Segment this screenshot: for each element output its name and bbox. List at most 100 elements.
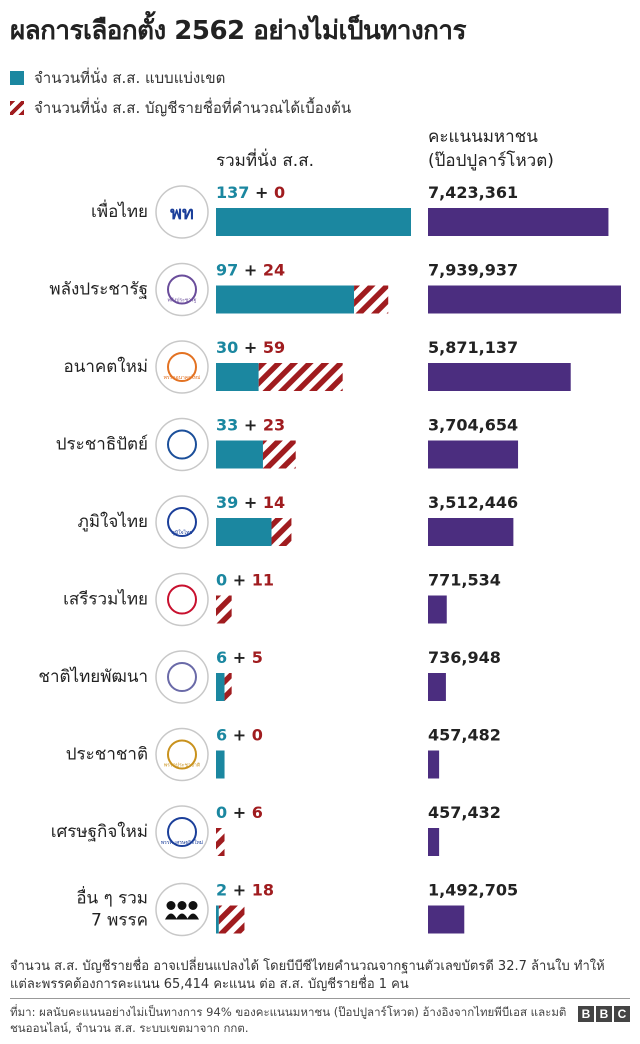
vote-bar: [428, 285, 621, 314]
seat-bar-constituency: [216, 673, 225, 701]
seats-label: 137 + 0: [216, 183, 285, 202]
party-row: ชาติไทยพัฒนา 6 + 5 736,948: [38, 648, 501, 704]
votes-column-header-line2: (ป๊อปปูลาร์โหวต): [428, 151, 554, 171]
source-note: ที่มา: ผลนับคะแนนอย่างไม่เป็นทางการ 94% …: [10, 1005, 567, 1035]
seat-bar-party-list: [218, 905, 245, 934]
bbc-logo-letter: B: [578, 1006, 594, 1022]
footer-divider: [10, 998, 630, 999]
vote-label: 5,871,137: [428, 338, 518, 357]
seat-bar-constituency: [216, 750, 225, 779]
party-emblem: [167, 739, 197, 770]
party-emblem: [167, 274, 197, 305]
party-name: เพื่อไทย: [91, 199, 148, 222]
seat-bar-party-list: [216, 828, 225, 856]
people-icon: [165, 913, 177, 920]
vote-label: 457,482: [428, 726, 501, 745]
party-name: เศรษฐกิจใหม่: [51, 821, 148, 842]
vote-label: 457,432: [428, 803, 501, 822]
people-icon: [187, 913, 199, 920]
party-logo: [155, 417, 209, 472]
seats-column-header: รวมที่นั่ง ส.ส.: [216, 151, 314, 171]
seat-bar-constituency: [216, 363, 259, 391]
seat-bar-constituency: [216, 285, 355, 314]
party-row: ประชาธิปัตย์ 33 + 23 3,704,654: [56, 416, 519, 472]
party-logo-text: พรรค เศรษฐกิจใหม่: [161, 839, 203, 846]
legend-label-constituency: จำนวนที่นั่ง ส.ส. แบบแบ่งเขต: [34, 69, 226, 87]
seat-bar-party-list: [271, 518, 292, 546]
people-icon: [166, 901, 176, 910]
vote-bar: [428, 595, 447, 624]
vote-bar: [428, 363, 571, 391]
vote-bar: [428, 905, 465, 934]
seat-bar-constituency: [216, 208, 411, 236]
party-row: เสรีรวมไทย 0 + 11 771,534: [63, 571, 501, 627]
party-logo: [155, 495, 209, 549]
bbc-logo: B B C: [578, 1006, 630, 1022]
people-icon: [188, 901, 198, 910]
party-emblem: [167, 817, 197, 847]
party-name: ประชาชาติ: [66, 745, 148, 765]
party-name: เสรีรวมไทย: [63, 589, 148, 610]
footnote: จำนวน ส.ส. บัญชีรายชื่อ อาจเปลี่ยนแปลงได…: [10, 959, 605, 992]
vote-label: 7,939,937: [428, 261, 518, 280]
party-name: พลังประชารัฐ: [49, 280, 148, 300]
vote-bar: [428, 673, 446, 701]
vote-bar: [428, 208, 609, 236]
vote-label: 771,534: [428, 571, 501, 590]
party-emblem: [167, 584, 197, 615]
seat-bar-party-list: [262, 440, 296, 469]
party-logo: [155, 650, 209, 704]
seats-label: 0 + 6: [216, 803, 263, 822]
seat-bar-constituency: [216, 905, 219, 934]
seat-bar-constituency: [216, 518, 272, 546]
party-emblem: [167, 507, 197, 537]
party-row: ประชาชาติพรรคประชาชาติ 6 + 0 457,482: [66, 726, 501, 782]
vote-bar: [428, 750, 440, 779]
seat-bar-party-list: [224, 673, 232, 701]
legend-item-constituency: จำนวนที่นั่ง ส.ส. แบบแบ่งเขต: [10, 66, 225, 90]
party-name: อนาคตใหม่: [63, 356, 148, 377]
party-emblem: [167, 352, 197, 382]
party-logo: [155, 805, 209, 859]
party-emblem: [167, 662, 197, 692]
party-row: เศรษฐกิจใหม่พรรค เศรษฐกิจใหม่ 0 + 6 457,43…: [51, 803, 501, 859]
people-icon: [177, 901, 187, 910]
party-name: อื่น ๆ รวม: [76, 886, 148, 909]
vote-bar: [428, 828, 440, 856]
party-logo: [155, 262, 209, 317]
party-name: ชาติไทยพัฒนา: [38, 666, 148, 687]
party-logo: [155, 340, 209, 394]
party-emblem: [167, 429, 197, 460]
vote-label: 7,423,361: [428, 183, 518, 202]
party-row: พลังประชารัฐพลังประชารัฐ97 + 24 7,939,937: [49, 261, 621, 317]
seats-label: 33 + 23: [216, 416, 285, 435]
party-logo-text: พลังประชารัฐ: [168, 298, 197, 304]
party-logo-text: พรรคอนาคตใหม่: [164, 374, 201, 381]
legend-item-party-list: จำนวนที่นั่ง ส.ส. บัญชีรายชื่อที่คำนวณได…: [10, 96, 351, 120]
vote-label: 3,704,654: [428, 416, 518, 435]
party-logo-text: ภูมิใจไทย: [172, 529, 193, 536]
seats-label: 6 + 0: [216, 726, 263, 745]
vote-label: 1,492,705: [428, 881, 518, 900]
vote-label: 736,948: [428, 648, 501, 667]
party-name: ประชาธิปัตย์: [56, 435, 148, 455]
party-logo: [155, 572, 209, 627]
chart-title: ผลการเลือกตั้ง 2562 อย่างไม่เป็นทางการ: [10, 16, 466, 46]
party-name: 7 พรรค: [91, 911, 148, 931]
seat-bar-party-list: [216, 595, 232, 624]
party-row: อนาคตใหม่พรรคอนาคตใหม่ 30 + 59 5,871,137: [63, 338, 571, 394]
legend-label-party-list: จำนวนที่นั่ง ส.ส. บัญชีรายชื่อที่คำนวณได…: [34, 99, 352, 117]
seats-label: 2 + 18: [216, 881, 274, 900]
seat-bar-party-list: [258, 363, 343, 391]
vote-bar: [428, 440, 519, 469]
seats-label: 39 + 14: [216, 493, 285, 512]
party-logo-text: พรรคประชาชาติ: [164, 762, 200, 769]
seats-label: 97 + 24: [216, 261, 285, 280]
people-icon: [176, 913, 188, 920]
legend-swatch-party-list: [10, 101, 24, 115]
party-name: ภูมิใจไทย: [78, 511, 148, 532]
seat-bar-party-list: [354, 285, 389, 314]
vote-bar: [428, 518, 514, 546]
